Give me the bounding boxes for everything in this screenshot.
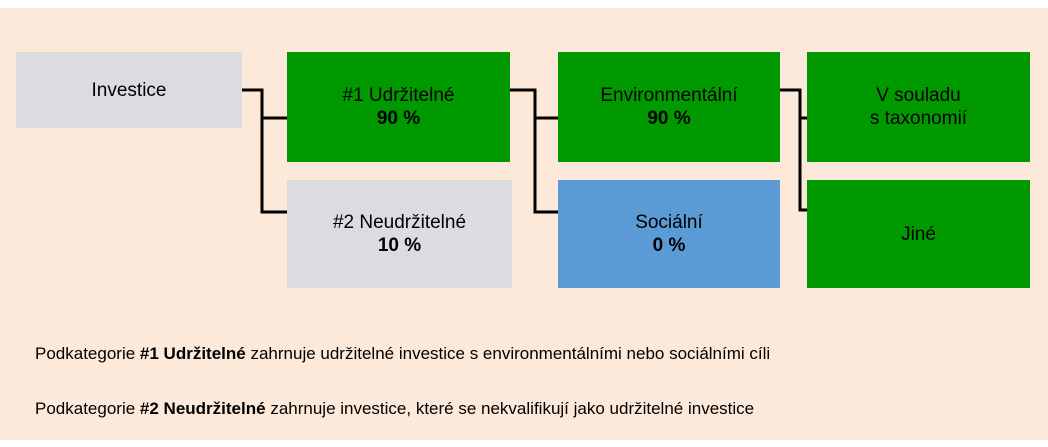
connector xyxy=(242,88,287,214)
node-box: #1 Udržitelné 90 % xyxy=(287,52,510,162)
node-box: Investice xyxy=(16,52,242,128)
note-bold: #1 Udržitelné xyxy=(139,344,246,363)
note-text: Podkategorie xyxy=(35,399,136,418)
connector xyxy=(780,88,807,212)
node-value: 90 % xyxy=(647,108,691,129)
note: Podkategorie #2 Neudržitelné zahrnuje in… xyxy=(35,399,754,419)
node-label: Environmentální xyxy=(600,85,738,106)
node-label: Jiné xyxy=(901,223,936,245)
note: Podkategorie #1 Udržitelné zahrnuje udrž… xyxy=(35,344,770,364)
node-box: #2 Neudržitelné 10 % xyxy=(287,180,512,288)
node-box: Jiné xyxy=(807,180,1030,288)
node-label: s taxonomií xyxy=(869,108,968,129)
node-label: #2 Neudržitelné xyxy=(332,212,467,233)
note-bold: #2 Neudržitelné xyxy=(139,399,266,418)
node-box: Sociální 0 % xyxy=(558,180,780,288)
node-box: V souladu s taxonomií xyxy=(807,52,1030,162)
node-label: Investice xyxy=(91,79,167,101)
note-text: zahrnuje udržitelné investice s environm… xyxy=(250,344,771,363)
node-box: Environmentální 90 % xyxy=(558,52,780,162)
node-value: 0 % xyxy=(652,235,686,256)
connector xyxy=(510,88,558,214)
note-text: Podkategorie xyxy=(35,344,136,363)
note-text: zahrnuje investice, které se nekvalifiku… xyxy=(270,399,755,418)
node-label: #1 Udržitelné xyxy=(342,85,455,106)
node-label: Sociální xyxy=(635,212,703,233)
node-value: 10 % xyxy=(377,235,422,256)
node-label: V souladu xyxy=(876,85,961,106)
node-value: 90 % xyxy=(376,108,421,129)
